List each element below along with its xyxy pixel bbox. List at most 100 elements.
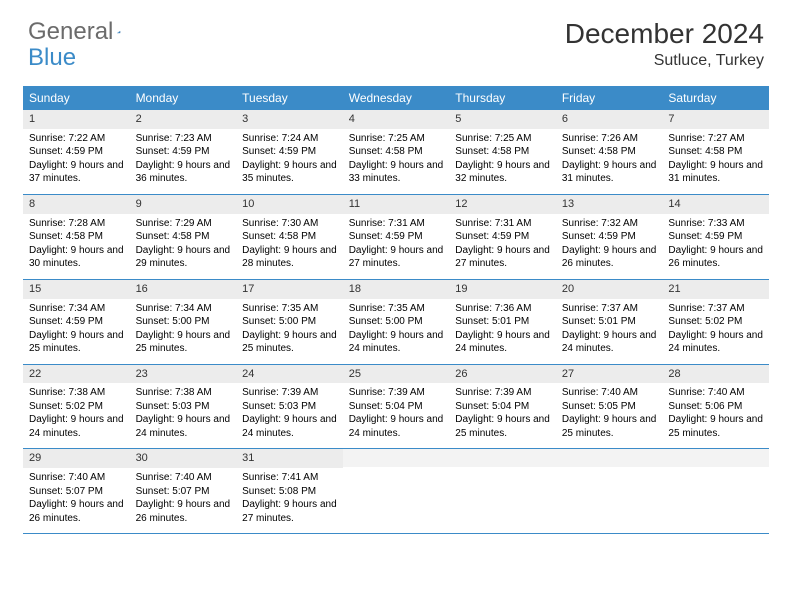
- logo-triangle-icon: [117, 23, 121, 41]
- sunset-line: Sunset: 4:59 PM: [562, 230, 657, 244]
- day-body: Sunrise: 7:28 AMSunset: 4:58 PMDaylight:…: [23, 217, 130, 271]
- date-number: 25: [343, 365, 450, 384]
- day-body: Sunrise: 7:38 AMSunset: 5:02 PMDaylight:…: [23, 386, 130, 440]
- sunset-line: Sunset: 5:07 PM: [29, 485, 124, 499]
- daylight-line: Daylight: 9 hours and 28 minutes.: [242, 244, 337, 271]
- week-row: 8Sunrise: 7:28 AMSunset: 4:58 PMDaylight…: [23, 195, 769, 280]
- sunrise-line: Sunrise: 7:37 AM: [562, 302, 657, 316]
- daylight-line: Daylight: 9 hours and 27 minutes.: [455, 244, 550, 271]
- day-header-thursday: Thursday: [449, 86, 556, 110]
- daylight-line: Daylight: 9 hours and 25 minutes.: [242, 329, 337, 356]
- sunrise-line: Sunrise: 7:31 AM: [455, 217, 550, 231]
- day-cell: 29Sunrise: 7:40 AMSunset: 5:07 PMDayligh…: [23, 449, 130, 533]
- sunrise-line: Sunrise: 7:25 AM: [349, 132, 444, 146]
- sunrise-line: Sunrise: 7:39 AM: [455, 386, 550, 400]
- sunrise-line: Sunrise: 7:41 AM: [242, 471, 337, 485]
- daylight-line: Daylight: 9 hours and 32 minutes.: [455, 159, 550, 186]
- sunrise-line: Sunrise: 7:23 AM: [136, 132, 231, 146]
- sunset-line: Sunset: 5:06 PM: [668, 400, 763, 414]
- sunrise-line: Sunrise: 7:36 AM: [455, 302, 550, 316]
- title-block: December 2024 Sutluce, Turkey: [565, 18, 764, 70]
- sunrise-line: Sunrise: 7:35 AM: [349, 302, 444, 316]
- day-cell: 12Sunrise: 7:31 AMSunset: 4:59 PMDayligh…: [449, 195, 556, 279]
- date-number: 19: [449, 280, 556, 299]
- day-cell: 30Sunrise: 7:40 AMSunset: 5:07 PMDayligh…: [130, 449, 237, 533]
- day-body: Sunrise: 7:27 AMSunset: 4:58 PMDaylight:…: [662, 132, 769, 186]
- date-number: 2: [130, 110, 237, 129]
- day-body: Sunrise: 7:26 AMSunset: 4:58 PMDaylight:…: [556, 132, 663, 186]
- sunrise-line: Sunrise: 7:22 AM: [29, 132, 124, 146]
- date-number: 18: [343, 280, 450, 299]
- day-cell: 8Sunrise: 7:28 AMSunset: 4:58 PMDaylight…: [23, 195, 130, 279]
- sunset-line: Sunset: 5:05 PM: [562, 400, 657, 414]
- day-cell: 6 Sunrise: 7:26 AMSunset: 4:58 PMDaylight…: [556, 110, 663, 194]
- daylight-line: Daylight: 9 hours and 27 minutes.: [242, 498, 337, 525]
- day-body: Sunrise: 7:25 AMSunset: 4:58 PMDaylight:…: [449, 132, 556, 186]
- day-header-wednesday: Wednesday: [343, 86, 450, 110]
- date-number: 11: [343, 195, 450, 214]
- header: General December 2024 Sutluce, Turkey: [0, 0, 792, 78]
- daylight-line: Daylight: 9 hours and 31 minutes.: [562, 159, 657, 186]
- date-number: 4: [343, 110, 450, 129]
- daylight-line: Daylight: 9 hours and 35 minutes.: [242, 159, 337, 186]
- date-number: 28: [662, 365, 769, 384]
- daylight-line: Daylight: 9 hours and 26 minutes.: [29, 498, 124, 525]
- date-number: 15: [23, 280, 130, 299]
- sunset-line: Sunset: 4:58 PM: [29, 230, 124, 244]
- week-row: 29Sunrise: 7:40 AMSunset: 5:07 PMDayligh…: [23, 449, 769, 534]
- date-number: 13: [556, 195, 663, 214]
- day-header-tuesday: Tuesday: [236, 86, 343, 110]
- day-body: Sunrise: 7:40 AMSunset: 5:06 PMDaylight:…: [662, 386, 769, 440]
- date-number: 16: [130, 280, 237, 299]
- sunset-line: Sunset: 4:59 PM: [136, 145, 231, 159]
- daylight-line: Daylight: 9 hours and 24 minutes.: [29, 413, 124, 440]
- daylight-line: Daylight: 9 hours and 24 minutes.: [349, 413, 444, 440]
- day-body: Sunrise: 7:29 AMSunset: 4:58 PMDaylight:…: [130, 217, 237, 271]
- sunrise-line: Sunrise: 7:39 AM: [242, 386, 337, 400]
- sunset-line: Sunset: 5:04 PM: [455, 400, 550, 414]
- sunset-line: Sunset: 4:59 PM: [242, 145, 337, 159]
- calendar: SundayMondayTuesdayWednesdayThursdayFrid…: [23, 86, 769, 534]
- sunrise-line: Sunrise: 7:39 AM: [349, 386, 444, 400]
- daylight-line: Daylight: 9 hours and 36 minutes.: [136, 159, 231, 186]
- date-number: 21: [662, 280, 769, 299]
- daylight-line: Daylight: 9 hours and 25 minutes.: [668, 413, 763, 440]
- daylight-line: Daylight: 9 hours and 24 minutes.: [349, 329, 444, 356]
- sunrise-line: Sunrise: 7:33 AM: [668, 217, 763, 231]
- day-body: Sunrise: 7:22 AMSunset: 4:59 PMDaylight:…: [23, 132, 130, 186]
- day-cell: 22Sunrise: 7:38 AMSunset: 5:02 PMDayligh…: [23, 365, 130, 449]
- date-number: [662, 449, 769, 467]
- sunrise-line: Sunrise: 7:25 AM: [455, 132, 550, 146]
- daylight-line: Daylight: 9 hours and 31 minutes.: [668, 159, 763, 186]
- daylight-line: Daylight: 9 hours and 33 minutes.: [349, 159, 444, 186]
- day-cell: 23Sunrise: 7:38 AMSunset: 5:03 PMDayligh…: [130, 365, 237, 449]
- date-number: 10: [236, 195, 343, 214]
- daylight-line: Daylight: 9 hours and 25 minutes.: [562, 413, 657, 440]
- day-header-friday: Friday: [556, 86, 663, 110]
- date-number: 30: [130, 449, 237, 468]
- day-header-sunday: Sunday: [23, 86, 130, 110]
- sunrise-line: Sunrise: 7:37 AM: [668, 302, 763, 316]
- date-number: [449, 449, 556, 467]
- sunset-line: Sunset: 5:02 PM: [668, 315, 763, 329]
- sunset-line: Sunset: 5:03 PM: [136, 400, 231, 414]
- daylight-line: Daylight: 9 hours and 26 minutes.: [668, 244, 763, 271]
- sunrise-line: Sunrise: 7:40 AM: [562, 386, 657, 400]
- date-number: 26: [449, 365, 556, 384]
- sunset-line: Sunset: 5:00 PM: [242, 315, 337, 329]
- day-header-saturday: Saturday: [662, 86, 769, 110]
- date-number: 12: [449, 195, 556, 214]
- day-body: Sunrise: 7:37 AMSunset: 5:01 PMDaylight:…: [556, 302, 663, 356]
- sunrise-line: Sunrise: 7:27 AM: [668, 132, 763, 146]
- sunset-line: Sunset: 4:58 PM: [136, 230, 231, 244]
- sunrise-line: Sunrise: 7:35 AM: [242, 302, 337, 316]
- sunrise-line: Sunrise: 7:34 AM: [29, 302, 124, 316]
- date-number: 29: [23, 449, 130, 468]
- daylight-line: Daylight: 9 hours and 24 minutes.: [455, 329, 550, 356]
- date-number: 14: [662, 195, 769, 214]
- day-body: Sunrise: 7:39 AMSunset: 5:03 PMDaylight:…: [236, 386, 343, 440]
- date-number: 6: [556, 110, 663, 129]
- date-number: 31: [236, 449, 343, 468]
- sunset-line: Sunset: 5:02 PM: [29, 400, 124, 414]
- logo: General: [28, 18, 139, 46]
